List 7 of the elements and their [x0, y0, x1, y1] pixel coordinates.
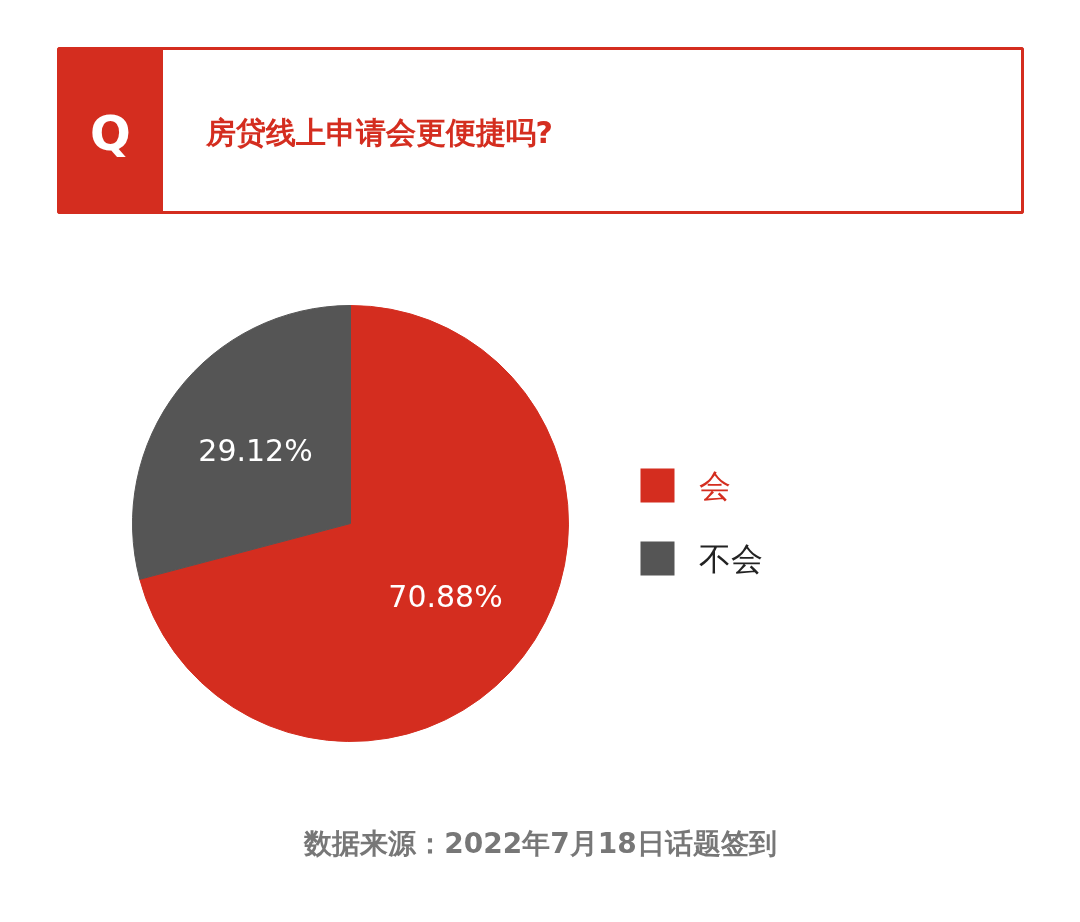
data-label: 29.12%: [198, 432, 313, 468]
text: Q: [90, 104, 131, 161]
source-note: 数据来源：2022年7月18日话题签到: [303, 827, 777, 860]
legend-label: 会: [698, 466, 731, 505]
chart-title: 房贷线上申请会更便捷吗?: [204, 115, 553, 150]
data-label: 70.88%: [388, 579, 503, 615]
legend-label: 不会: [698, 539, 763, 578]
